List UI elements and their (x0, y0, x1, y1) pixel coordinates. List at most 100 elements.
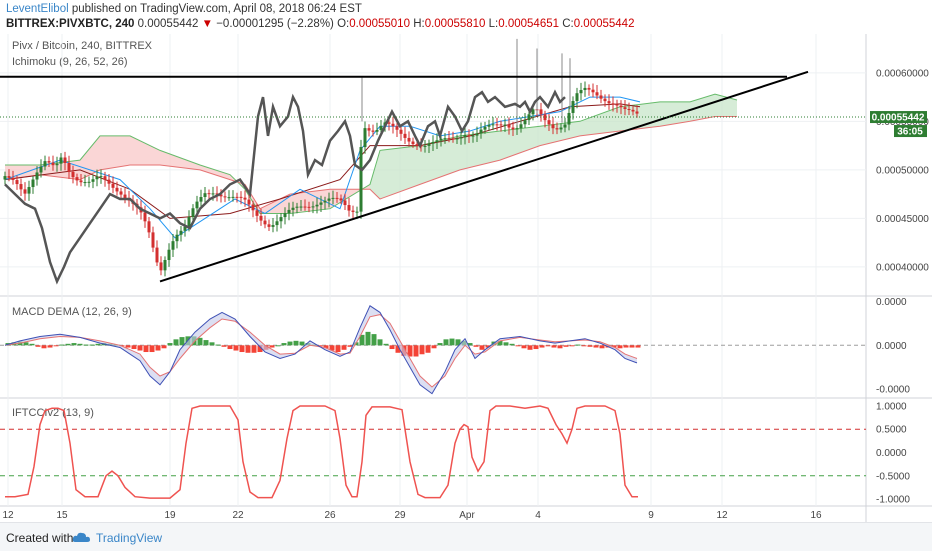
countdown-bg (894, 125, 927, 138)
candle-body (547, 120, 551, 125)
macd-histogram-bar (521, 345, 527, 349)
candle-body (491, 124, 495, 126)
y-tick-label: 0.00040000 (876, 262, 929, 273)
candle-body (7, 176, 11, 178)
candle-body (451, 138, 455, 140)
candle-body (275, 221, 279, 226)
candle-body (51, 162, 55, 166)
candle-body (107, 179, 111, 184)
candle-body (95, 176, 99, 180)
candle-body (599, 95, 603, 99)
macd-histogram-bar (77, 343, 83, 346)
low-label: L: (488, 18, 499, 30)
candle-body (543, 114, 547, 121)
candle-body (499, 124, 503, 126)
candle-body (399, 129, 403, 134)
macd-histogram-bar (59, 344, 65, 346)
candle-body (375, 130, 379, 132)
macd-histogram-bar (359, 334, 365, 346)
macd-histogram-bar (269, 345, 275, 348)
candle-body (211, 193, 215, 195)
candle-body (239, 196, 243, 198)
macd-histogram-bar (347, 345, 353, 347)
macd-histogram-bar (287, 341, 293, 346)
x-tick-label: 19 (164, 510, 176, 521)
y-tick-label: 0.00045000 (876, 214, 929, 225)
candle-body (455, 138, 459, 140)
candle-body (155, 247, 159, 263)
close-label: C: (562, 18, 574, 30)
candle-body (379, 125, 383, 131)
candle-body (539, 109, 543, 115)
tradingview-brand[interactable]: TradingView (96, 531, 163, 545)
candle-body (199, 197, 203, 202)
author-link[interactable]: LeventElibol (6, 3, 69, 15)
macd-histogram-bar (227, 345, 233, 350)
candle-body (251, 204, 255, 211)
ichimoku-cloud-segment (500, 126, 540, 161)
macd-y-tick-label: 0.0000 (876, 297, 907, 308)
candle-body (175, 234, 179, 242)
candle-body (339, 198, 343, 201)
macd-histogram-bar (431, 345, 437, 349)
macd-histogram-bar (419, 345, 425, 355)
candle-body (291, 207, 295, 210)
macd-histogram-bar (473, 345, 479, 347)
macd-histogram-bar (239, 345, 245, 353)
macd-histogram-bar (149, 345, 155, 353)
candle-body (263, 220, 267, 225)
candle-body (27, 187, 31, 194)
candle-body (583, 87, 587, 91)
candle-body (243, 197, 247, 200)
macd-histogram-bar (515, 345, 521, 347)
macd-histogram-bar (449, 338, 455, 346)
candle-body (579, 90, 583, 94)
macd-histogram-bar (143, 345, 149, 353)
macd-histogram-bar (455, 339, 461, 346)
candle-body (63, 157, 67, 164)
macd-histogram-bar (509, 343, 515, 346)
macd-histogram-bar (329, 345, 335, 351)
candle-body (431, 141, 435, 144)
candle-body (79, 180, 83, 183)
macd-histogram-bar (245, 345, 251, 353)
candle-body (279, 217, 283, 222)
candle-body (607, 101, 611, 104)
candle-body (515, 128, 519, 130)
candle-body (567, 112, 571, 125)
candle-body (323, 200, 327, 203)
macd-histogram-bar (35, 345, 41, 347)
candle-body (391, 123, 395, 127)
candle-body (483, 126, 487, 130)
candle-body (507, 124, 511, 128)
candle-body (475, 133, 479, 136)
open-label: O: (337, 18, 350, 30)
candle-body (331, 197, 335, 199)
candle-body (287, 209, 291, 214)
candle-body (15, 180, 19, 185)
candle-body (55, 163, 59, 166)
candle-body (411, 141, 415, 145)
candle-body (75, 177, 79, 181)
price-change: −0.00001295 (−2.28%) (216, 18, 334, 30)
down-arrow-icon: ▼ (201, 18, 214, 30)
chart-canvas[interactable]: Pivx / Bitcoin, 240, BITTREX Ichimoku (9… (0, 34, 932, 522)
candle-body (531, 109, 535, 115)
candle-body (235, 196, 239, 198)
chart-header: LeventElibol published on TradingView.co… (0, 0, 932, 34)
footer: Created with TradingView (0, 522, 932, 551)
candle-body (83, 182, 87, 184)
candle-body (631, 109, 635, 112)
candle-body (395, 126, 399, 130)
chikou-span (4, 89, 566, 285)
ohlc-line: BITTREX:PIVXBTC, 240 0.00055442 ▼ −0.000… (6, 18, 634, 30)
y-tick-label: 0.00060000 (876, 68, 929, 79)
macd-histogram-bar (131, 345, 137, 350)
low-value: 0.00054651 (498, 18, 560, 30)
candle-body (459, 137, 463, 139)
high-label: H: (413, 18, 425, 30)
macd-histogram-bar (623, 345, 629, 348)
candle-body (47, 161, 51, 163)
candle-body (587, 87, 591, 90)
candle-body (495, 124, 499, 126)
